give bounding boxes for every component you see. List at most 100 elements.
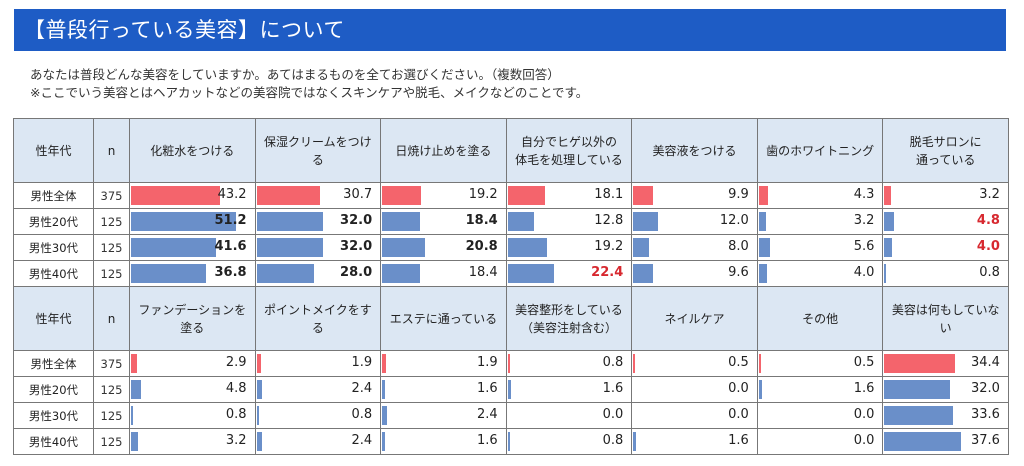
- data-cell: 51.2: [129, 208, 256, 235]
- data-cell: 3.2: [882, 182, 1009, 209]
- value-bar: [507, 238, 547, 257]
- column-header-item: 美容液をつける: [631, 118, 758, 183]
- data-label: 1.6: [477, 381, 498, 396]
- data-cell: 19.2: [505, 234, 633, 261]
- survey-table: 性年代 n 化粧水をつける 保湿クリームをつける 日焼け止めを塗る 自分でヒゲ以外の 体毛を…: [13, 118, 1009, 455]
- value-bar: [884, 186, 892, 205]
- data-label: 2.4: [477, 407, 498, 422]
- data-label: 3.2: [225, 433, 247, 448]
- column-header-item: 歯のホワイトニング: [756, 118, 884, 183]
- data-cell: 9.9: [631, 182, 758, 209]
- value-bar: [382, 354, 387, 373]
- data-label: 20.8: [465, 239, 498, 254]
- data-label: 1.9: [477, 355, 498, 370]
- column-header-item: 保湿クリームをつける: [254, 118, 382, 183]
- data-cell: 4.3: [756, 182, 884, 209]
- sample-size: 375: [93, 182, 130, 209]
- data-label: 22.4: [591, 265, 624, 280]
- value-bar: [633, 264, 654, 283]
- data-label: 12.8: [594, 213, 624, 228]
- column-header-age: 性年代: [13, 118, 94, 183]
- sample-size: 125: [93, 208, 130, 235]
- value-bar: [507, 380, 511, 399]
- data-cell: 18.1: [505, 182, 633, 209]
- value-bar: [758, 186, 768, 205]
- data-label: 4.0: [976, 239, 1000, 254]
- value-bar: [131, 432, 138, 451]
- table-row: 男性40代 125 36.8 28.0 18.4 22.4 9.6 4.0 0.8: [13, 260, 1009, 287]
- column-header-n: n: [93, 286, 130, 351]
- data-cell: 41.6: [129, 234, 256, 261]
- data-label: 5.6: [853, 239, 875, 254]
- data-cell: 1.6: [380, 428, 507, 455]
- row-label: 男性20代: [13, 208, 94, 235]
- value-bar: [758, 264, 767, 283]
- value-bar: [507, 186, 545, 205]
- column-header-item: 美容は何もしていない: [882, 286, 1009, 351]
- data-label: 1.6: [477, 433, 498, 448]
- column-header-item: ポイントメイクをする: [254, 286, 382, 351]
- data-cell: 1.6: [756, 376, 884, 403]
- data-cell: 12.0: [631, 208, 758, 235]
- data-label: 0.8: [979, 265, 1000, 280]
- row-label: 男性40代: [13, 260, 94, 287]
- sample-size: 125: [93, 402, 130, 429]
- value-bar: [131, 354, 137, 373]
- table-row: 男性全体 375 2.9 1.9 1.9 0.8 0.5 0.5 34.4: [13, 350, 1009, 377]
- data-cell: 0.8: [505, 350, 633, 377]
- data-cell: 36.8: [129, 260, 256, 287]
- column-header-item: その他: [756, 286, 884, 351]
- data-cell: 2.9: [129, 350, 256, 377]
- row-label: 男性20代: [13, 376, 94, 403]
- data-cell: 12.8: [505, 208, 633, 235]
- data-cell: 37.6: [882, 428, 1009, 455]
- data-label: 32.0: [340, 239, 373, 254]
- data-label: 33.6: [970, 407, 1000, 422]
- value-bar: [382, 212, 421, 231]
- data-label: 1.6: [728, 433, 749, 448]
- data-label: 0.0: [728, 381, 749, 396]
- row-label: 男性40代: [13, 428, 94, 455]
- value-bar: [256, 380, 262, 399]
- question-line-1: あなたは普段どんな美容をしていますか。あてはまるものを全てお選びください。（複数…: [30, 67, 560, 82]
- data-label: 9.9: [728, 187, 749, 202]
- data-cell: 8.0: [631, 234, 758, 261]
- data-cell: 33.6: [882, 402, 1009, 429]
- value-bar: [758, 354, 761, 373]
- data-cell: 32.0: [254, 234, 382, 261]
- data-label: 1.6: [853, 381, 875, 396]
- table-header-row: 性年代 n ファンデーションを塗る ポイントメイクをする エステに通っている 美容整形をし…: [13, 286, 1009, 351]
- data-cell: 3.2: [756, 208, 884, 235]
- data-cell: 18.4: [380, 260, 507, 287]
- data-label: 3.2: [853, 213, 875, 228]
- data-label: 0.0: [853, 433, 875, 448]
- value-bar: [633, 432, 637, 451]
- row-label: 男性全体: [13, 350, 94, 377]
- value-bar: [131, 186, 220, 205]
- value-bar: [633, 238, 650, 257]
- data-cell: 20.8: [380, 234, 507, 261]
- data-cell: 22.4: [505, 260, 633, 287]
- column-header-item: ネイルケア: [631, 286, 758, 351]
- data-label: 12.0: [719, 213, 749, 228]
- data-label: 0.8: [225, 407, 247, 422]
- data-label: 0.0: [853, 407, 875, 422]
- column-header-item: 日焼け止めを塗る: [380, 118, 507, 183]
- data-label: 0.5: [728, 355, 749, 370]
- data-cell: 4.8: [882, 208, 1009, 235]
- data-cell: 4.0: [882, 234, 1009, 261]
- data-label: 0.0: [602, 407, 624, 422]
- column-header-item: 化粧水をつける: [129, 118, 256, 183]
- data-label: 41.6: [214, 239, 247, 254]
- data-label: 2.4: [351, 433, 373, 448]
- data-cell: 0.5: [631, 350, 758, 377]
- column-header-item: ファンデーションを塗る: [129, 286, 256, 351]
- data-label: 0.8: [602, 433, 624, 448]
- data-label: 34.4: [970, 355, 1000, 370]
- value-bar: [633, 186, 654, 205]
- data-cell: 0.0: [631, 402, 758, 429]
- column-header-item: 美容整形をしている （美容注射含む）: [505, 286, 633, 351]
- data-cell: 0.0: [631, 376, 758, 403]
- data-cell: 1.6: [505, 376, 633, 403]
- data-cell: 1.9: [380, 350, 507, 377]
